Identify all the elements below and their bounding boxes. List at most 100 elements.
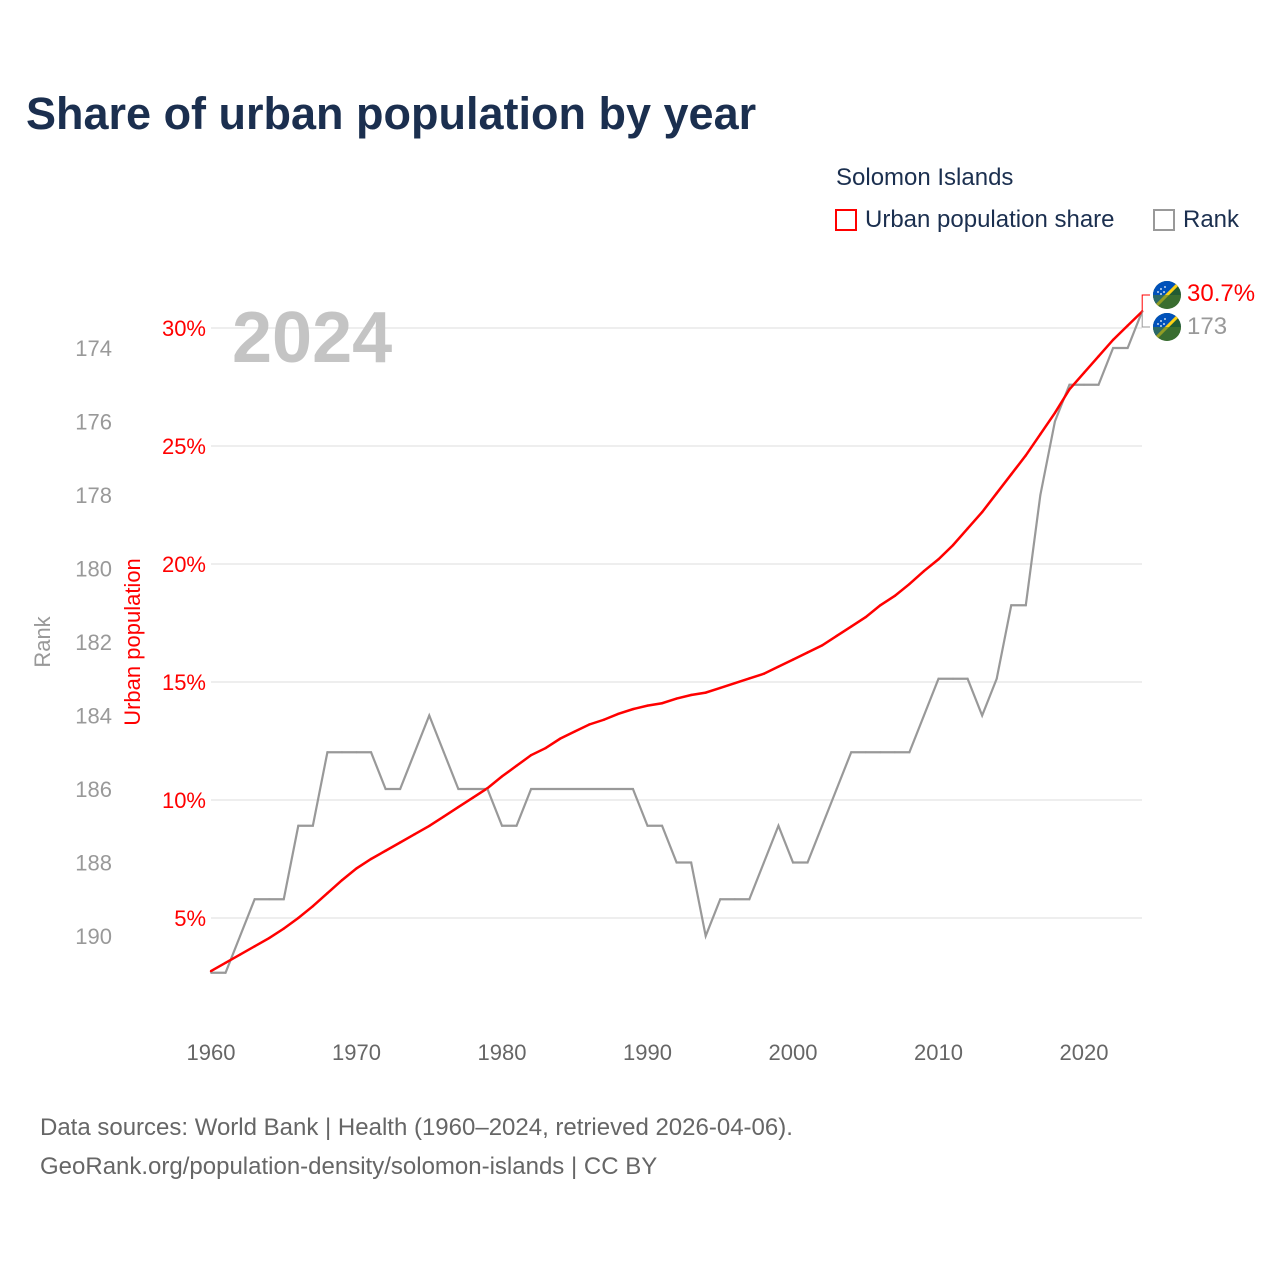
rank-point (340, 751, 343, 754)
urban-point (864, 615, 867, 619)
footer-sources: Data sources: World Bank | Health (1960–… (40, 1114, 793, 1141)
urban-point (908, 582, 911, 586)
urban-point (559, 737, 562, 740)
rank-point (704, 935, 707, 937)
rank-point (733, 898, 736, 901)
rank-point (777, 824, 780, 827)
rank-tick-label: 182 (75, 630, 112, 655)
rank-point (835, 788, 838, 790)
rank-point (661, 824, 664, 827)
rank-point (559, 788, 562, 790)
legend-label-rank: Rank (1183, 206, 1240, 233)
flag-star (1160, 288, 1162, 290)
rank-point (282, 898, 285, 901)
rank-point (922, 714, 925, 717)
flag-star (1157, 291, 1159, 293)
footer-link[interactable]: GeoRank.org/population-density/solomon-i… (40, 1153, 658, 1180)
rank-point (573, 788, 576, 790)
urban-point (457, 805, 460, 809)
urban-point (1010, 473, 1013, 476)
rank-point (1097, 383, 1100, 386)
rank-tick-label: 180 (75, 557, 112, 582)
flag-star (1164, 286, 1166, 288)
rank-point (981, 714, 984, 717)
flag-shade (1153, 327, 1181, 341)
rank-point (253, 898, 256, 901)
flag-shade (1153, 295, 1181, 309)
rank-tick-label: 176 (75, 410, 112, 435)
rank-point (442, 751, 445, 754)
rank-point (879, 751, 882, 754)
rank-point (471, 788, 474, 790)
urban-point (733, 681, 736, 685)
rank-point (239, 935, 242, 937)
urban-point (951, 543, 955, 547)
rank-point (399, 788, 402, 790)
flag-star (1160, 293, 1162, 295)
urban-tick-label: 20% (162, 552, 206, 577)
rank-point (719, 898, 722, 901)
rank-point (1068, 383, 1071, 386)
urban-point (253, 945, 256, 948)
urban-point (922, 569, 926, 573)
rank-tick-label: 174 (75, 336, 112, 361)
rank-point (952, 677, 955, 680)
rank-point (1024, 604, 1027, 607)
rank-point (617, 788, 620, 790)
legend-item-rank[interactable]: Rank (1153, 206, 1239, 234)
urban-point (850, 625, 853, 628)
legend-swatch-urban (835, 209, 857, 231)
urban-point (762, 672, 766, 675)
urban-point (835, 634, 838, 638)
urban-point (486, 787, 489, 790)
x-tick-label: 2000 (769, 1040, 818, 1065)
urban-tick-label: 10% (162, 788, 206, 813)
rank-point (1039, 494, 1042, 496)
urban-point (340, 879, 344, 882)
rank-point (1112, 347, 1115, 349)
rank-point (384, 788, 387, 790)
rank-point (806, 861, 809, 864)
legend-item-urban[interactable]: Urban population share (835, 206, 1115, 234)
rank-end-label: 173 (1187, 313, 1227, 340)
urban-point (1111, 338, 1115, 341)
rank-point (355, 751, 358, 754)
urban-point (297, 916, 300, 920)
urban-point (588, 723, 591, 726)
flag-star (1163, 323, 1165, 325)
urban-point (893, 594, 897, 598)
rank-point (646, 824, 649, 827)
rank-point (602, 788, 605, 790)
rank-point (530, 788, 533, 790)
rank-point (224, 971, 227, 974)
rank-point (690, 861, 693, 864)
rank-point (1010, 604, 1013, 607)
chart-title: Share of urban population by year (26, 88, 757, 139)
x-tick-label: 1960 (187, 1040, 236, 1065)
urban-point (660, 702, 664, 705)
rank-point (762, 861, 765, 864)
rank-tick-label: 190 (75, 924, 112, 949)
urban-point (224, 961, 227, 965)
urban-point (995, 492, 998, 495)
urban-point (544, 746, 547, 750)
rank-point (792, 861, 794, 864)
year-watermark: 2024 (232, 298, 392, 378)
rank-point (821, 824, 824, 827)
urban-end-connector (1141, 294, 1150, 312)
rank-end-connector (1141, 311, 1150, 328)
urban-point (573, 730, 576, 733)
rank-point (995, 677, 998, 680)
urban-point (1097, 355, 1100, 358)
urban-point (966, 527, 969, 530)
urban-point (413, 833, 416, 836)
urban-point (398, 841, 402, 844)
flag-star (1164, 318, 1166, 320)
rank-point (864, 751, 867, 754)
urban-point (631, 707, 635, 711)
rank-point (850, 751, 853, 754)
flag-star (1160, 325, 1162, 327)
x-tick-label: 2020 (1060, 1040, 1109, 1065)
flag-star (1160, 320, 1162, 322)
urban-tick-label: 5% (174, 906, 206, 931)
